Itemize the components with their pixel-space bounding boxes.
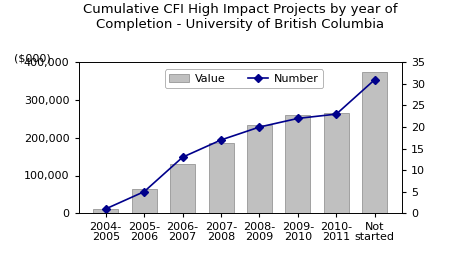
Bar: [170, 164, 195, 213]
Text: ($000): ($000): [14, 53, 51, 63]
Number: [295, 117, 301, 120]
Line: Number: Number: [103, 77, 377, 212]
Bar: [132, 189, 157, 213]
Bar: [324, 113, 349, 213]
Number: [334, 113, 339, 116]
Number: [218, 138, 224, 141]
Bar: [208, 144, 233, 213]
Bar: [286, 115, 310, 213]
Number: [180, 156, 185, 159]
Legend: Value, Number: Value, Number: [165, 69, 323, 88]
Bar: [93, 210, 118, 213]
Text: Cumulative CFI High Impact Projects by year of
Completion - University of Britis: Cumulative CFI High Impact Projects by y…: [83, 3, 397, 31]
Number: [141, 190, 147, 193]
Bar: [247, 125, 272, 213]
Number: [372, 78, 377, 81]
Number: [257, 126, 262, 129]
Bar: [362, 72, 387, 213]
Number: [103, 207, 109, 210]
